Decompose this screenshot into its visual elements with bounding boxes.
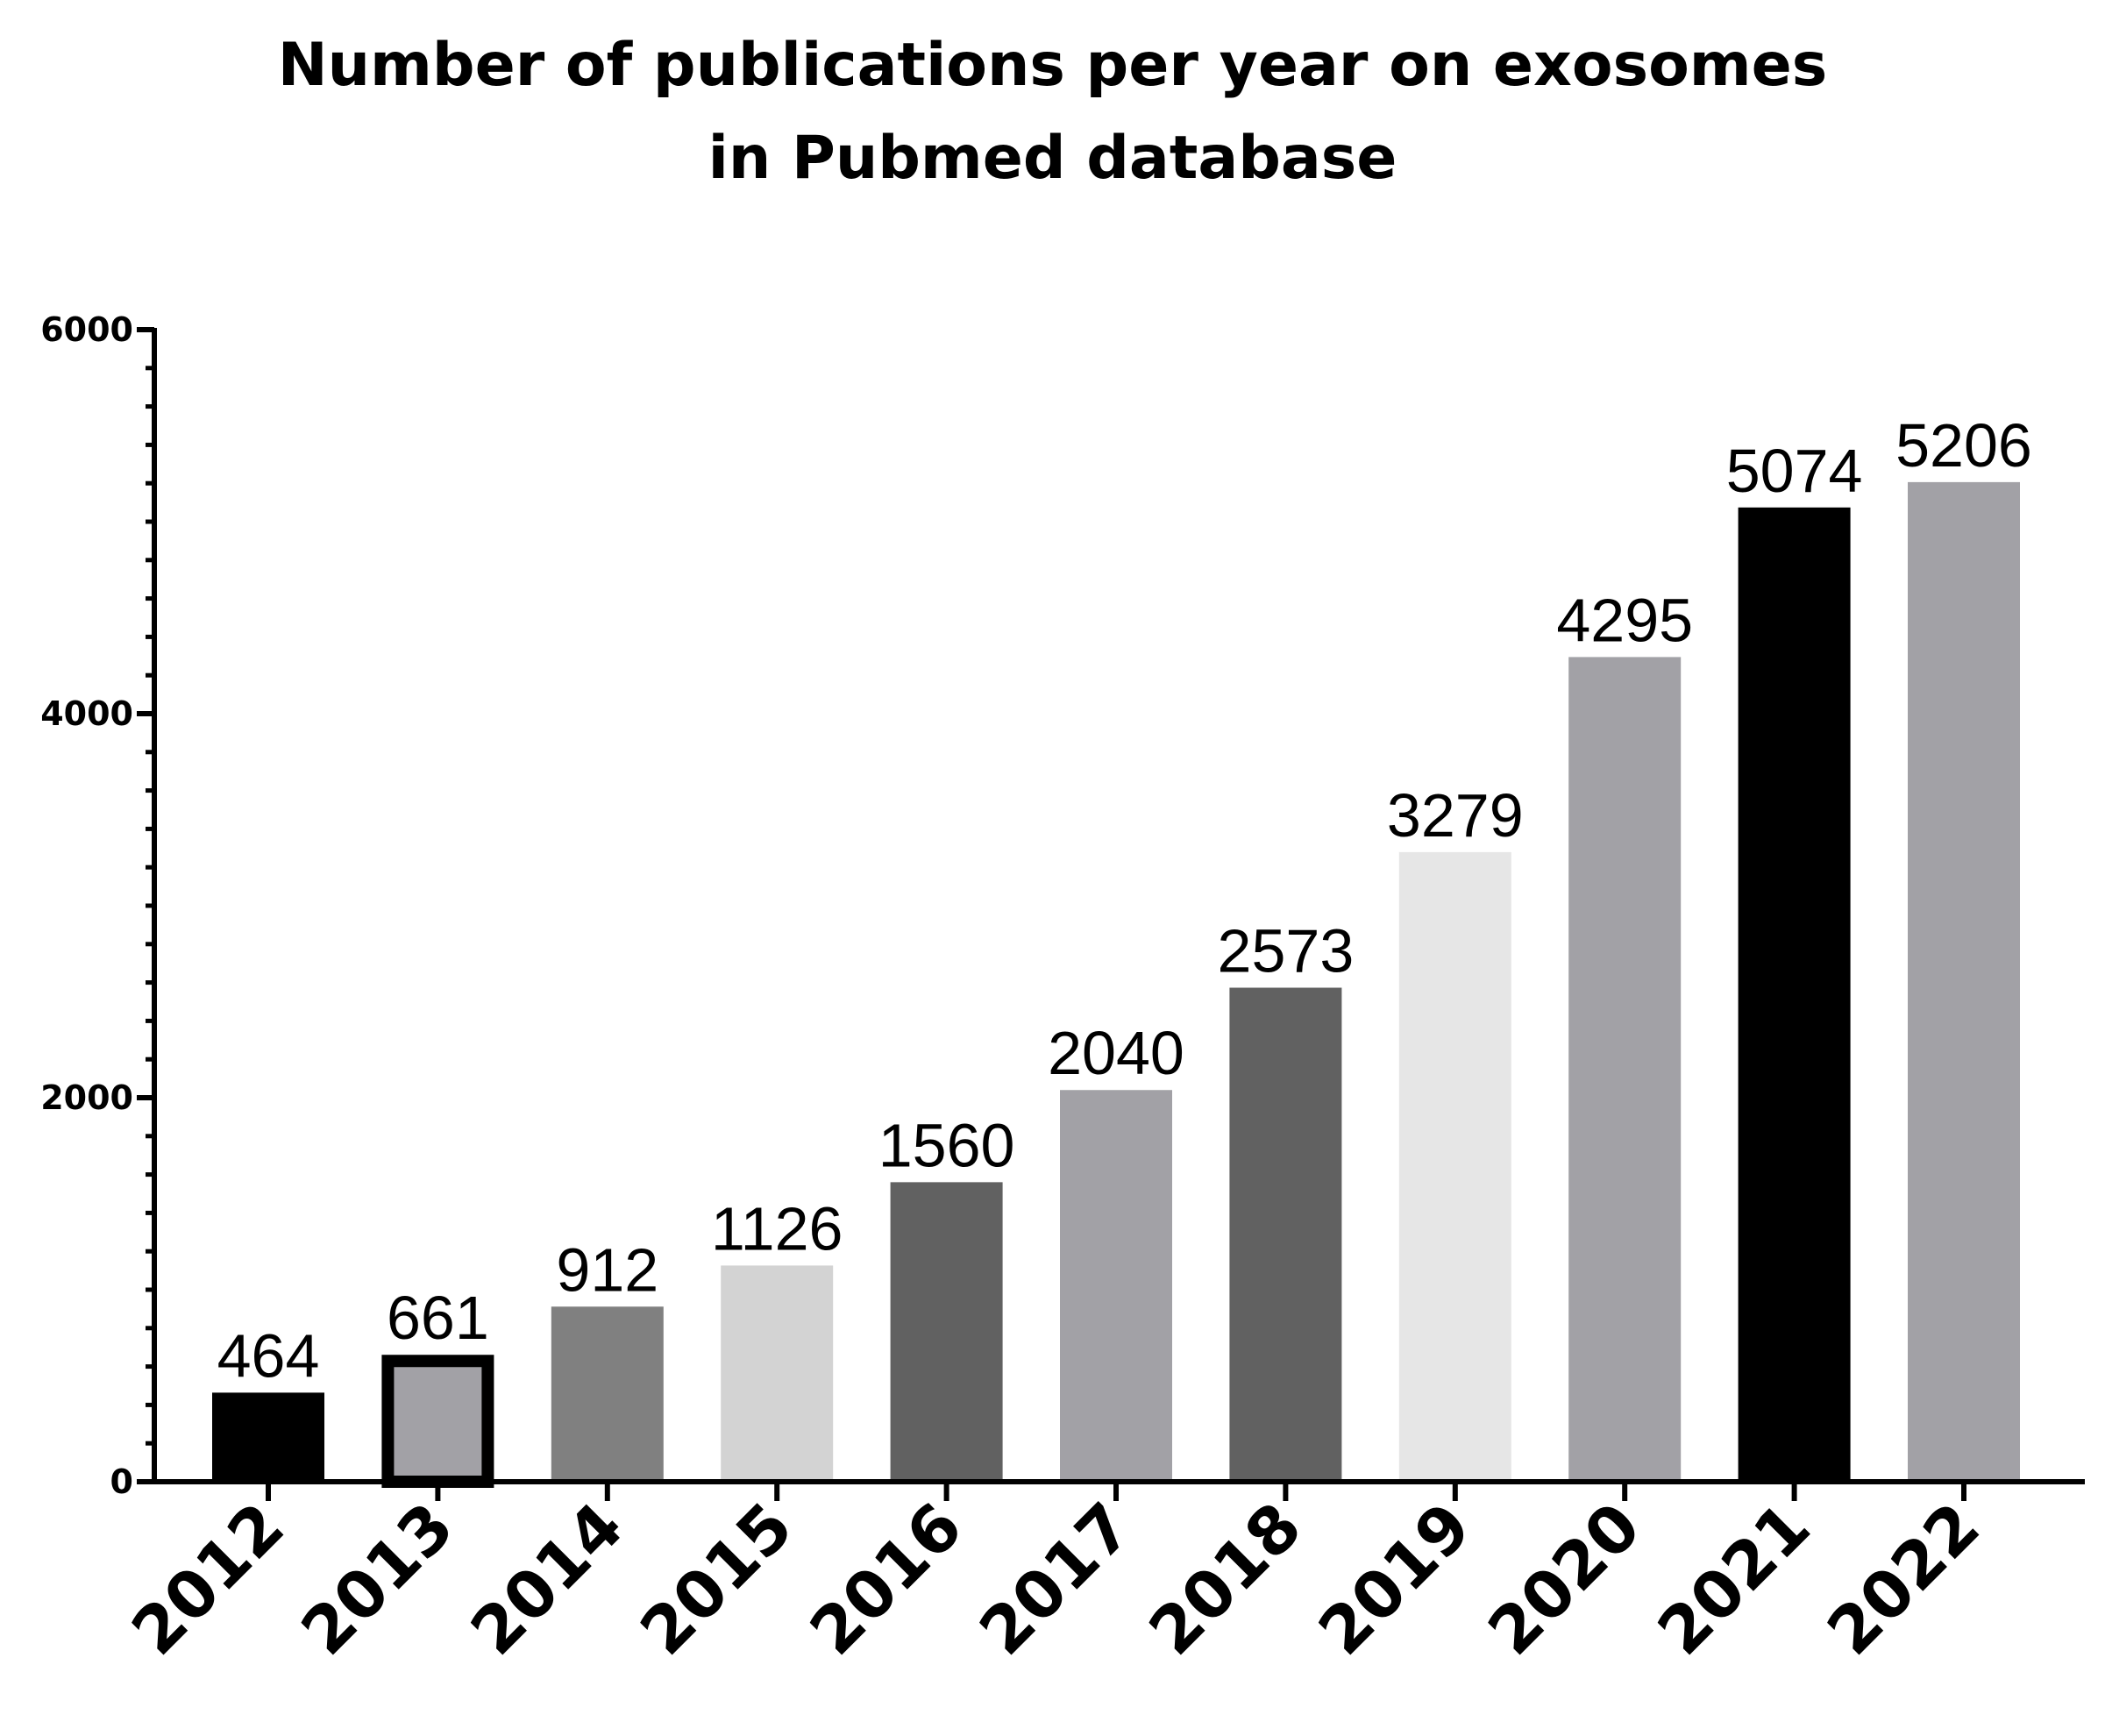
- bar-2016: [890, 1182, 1003, 1482]
- bars-layer: [212, 481, 2020, 1488]
- y-tick-label-2000: 2000: [40, 1078, 133, 1117]
- x-tick-label-2019: 2019: [1305, 1489, 1485, 1669]
- x-tick-label-2020: 2020: [1474, 1489, 1654, 1669]
- data-labels-layer: 464 661 912 1126 1560 2040 2573 3279 4295 5074 520…: [217, 411, 2032, 1390]
- chart-title-line-1: Number of publications per year on exoso…: [277, 31, 1828, 100]
- x-tick-label-2018: 2018: [1135, 1489, 1316, 1669]
- data-label-2022: 5206: [1895, 411, 2032, 480]
- bar-2012: [212, 1392, 324, 1482]
- chart-title-line-2: in Pubmed database: [708, 124, 1397, 193]
- x-axis: 2012201320142015201620172018201920202021…: [117, 1479, 2085, 1669]
- x-tick-label-2014: 2014: [457, 1489, 637, 1669]
- bar-2019: [1398, 851, 1511, 1482]
- y-axis: 0 2000 4000 6000: [40, 310, 157, 1501]
- x-tick-label-2015: 2015: [626, 1489, 807, 1669]
- bar-2020: [1568, 657, 1682, 1482]
- bar-2013: [381, 1355, 494, 1488]
- y-tick-label-4000: 4000: [40, 694, 133, 733]
- x-tick-label-2021: 2021: [1644, 1489, 1824, 1669]
- bar-2017: [1060, 1090, 1172, 1482]
- data-label-2014: 912: [556, 1235, 658, 1304]
- data-label-2018: 2573: [1218, 917, 1355, 985]
- data-label-2013: 661: [387, 1284, 489, 1352]
- data-label-2012: 464: [217, 1321, 320, 1390]
- data-label-2021: 5074: [1726, 437, 1863, 505]
- data-label-2017: 2040: [1048, 1019, 1184, 1087]
- x-tick-label-2022: 2022: [1813, 1489, 1994, 1669]
- x-tick-label-2013: 2013: [288, 1489, 468, 1669]
- bar-2015: [721, 1265, 834, 1482]
- data-label-2019: 3279: [1387, 781, 1524, 850]
- x-tick-label-2016: 2016: [796, 1489, 977, 1669]
- bar-2018: [1229, 987, 1342, 1482]
- data-label-2020: 4295: [1556, 586, 1693, 654]
- bar-2014: [551, 1306, 664, 1482]
- x-tick-label-2012: 2012: [117, 1489, 298, 1669]
- bar-2022: [1908, 481, 2020, 1482]
- chart-title: Number of publications per year on exoso…: [0, 19, 2105, 205]
- bar-2021: [1738, 507, 1851, 1483]
- x-tick-label-2017: 2017: [965, 1489, 1146, 1669]
- y-tick-label-0: 0: [110, 1462, 133, 1501]
- y-tick-label-6000: 6000: [40, 310, 133, 349]
- data-label-2016: 1560: [878, 1111, 1015, 1179]
- data-label-2015: 1126: [711, 1194, 843, 1263]
